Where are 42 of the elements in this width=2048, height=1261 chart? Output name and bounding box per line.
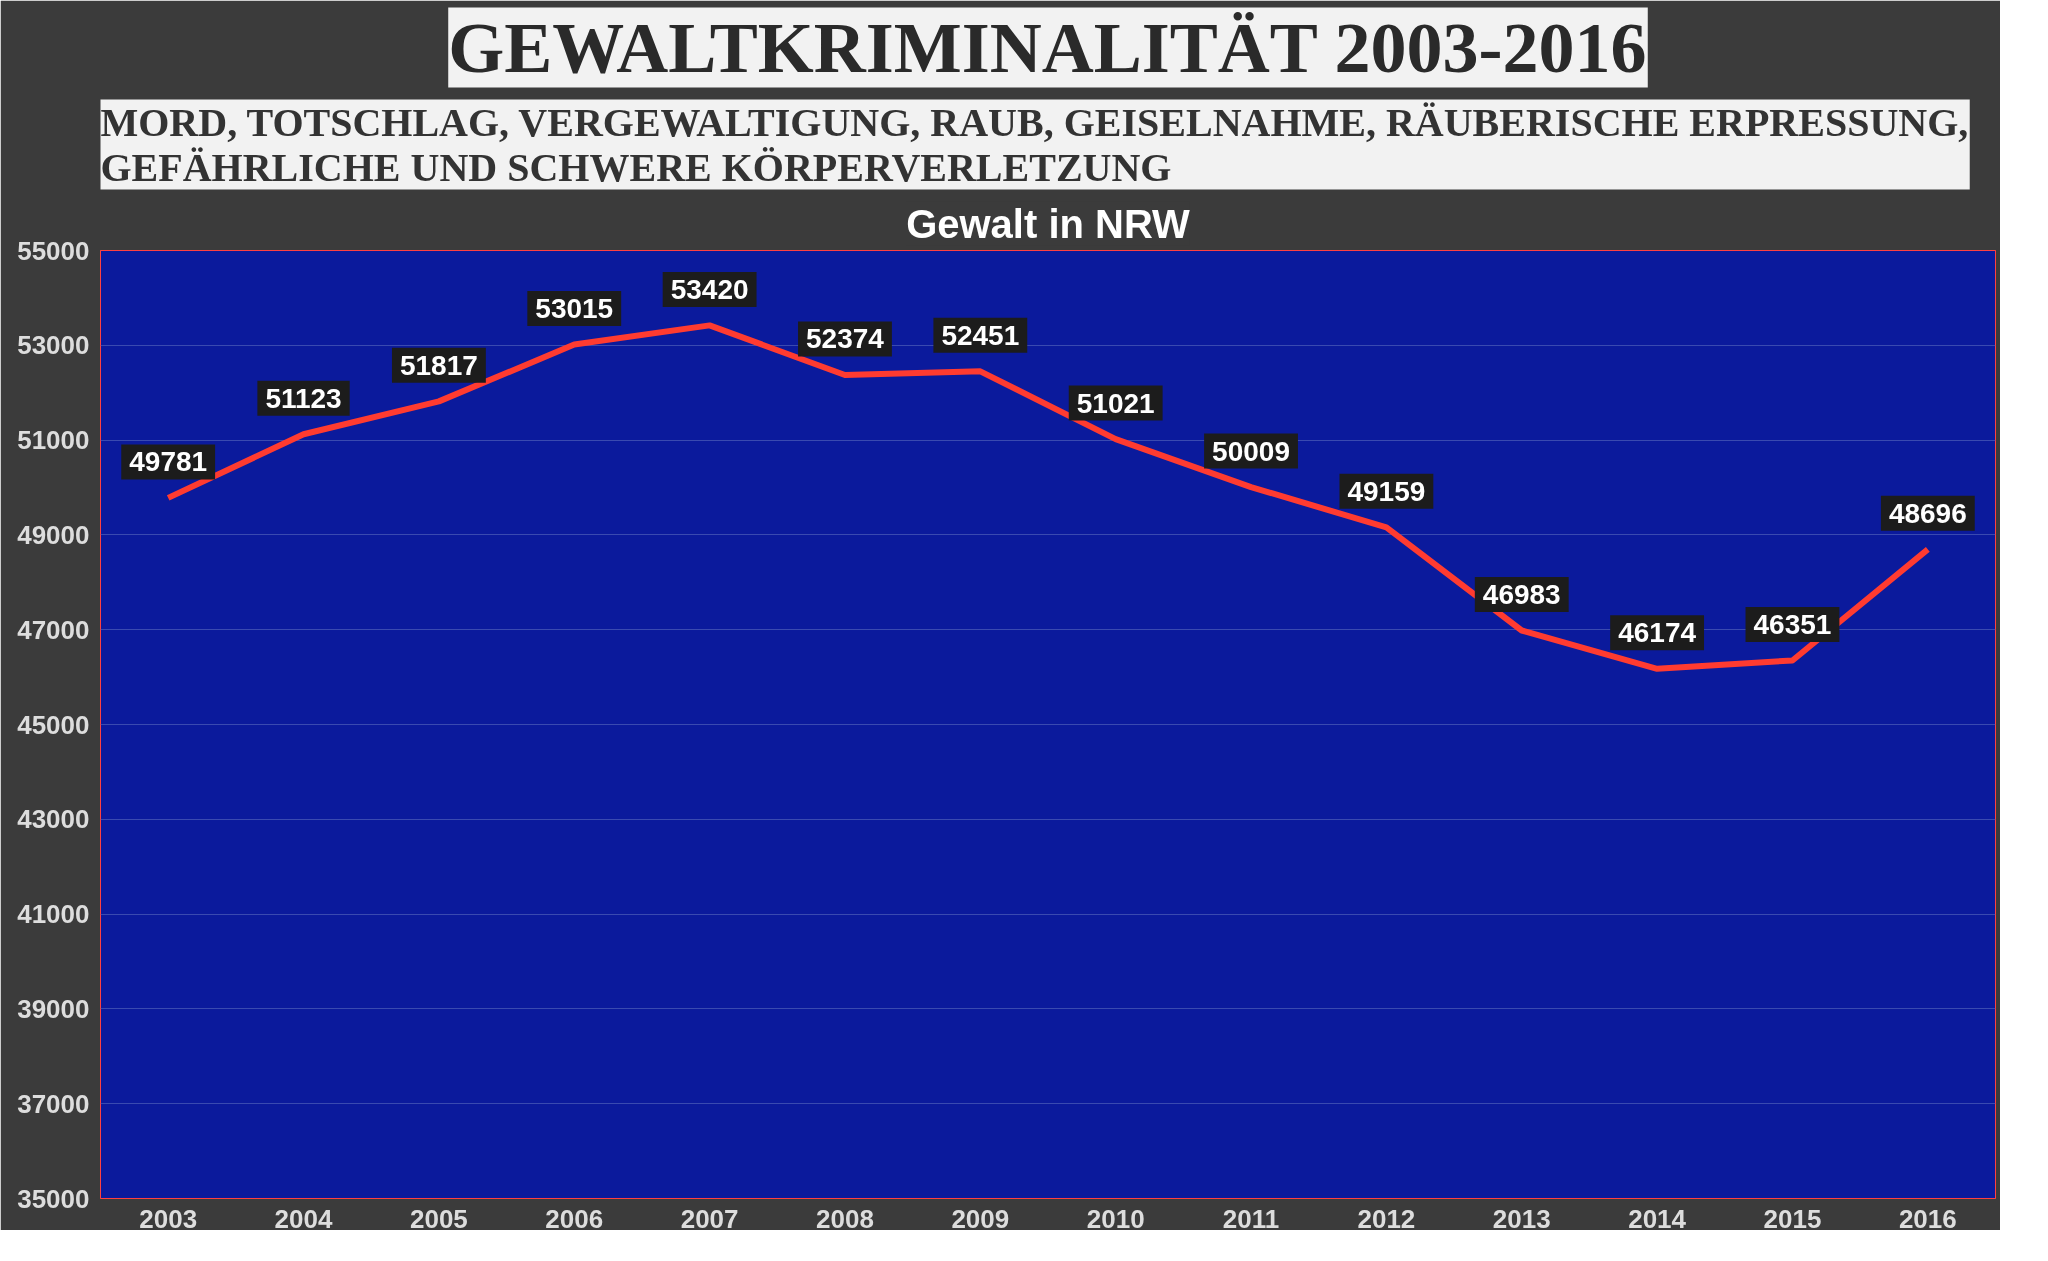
x-tick-label: 2009 <box>951 1203 1010 1234</box>
data-label: 51021 <box>1076 387 1155 419</box>
data-label: 51123 <box>265 382 342 414</box>
x-tick-label: 2011 <box>1222 1203 1280 1234</box>
x-tick-label: 2005 <box>409 1203 468 1234</box>
x-tick-label: 2003 <box>139 1203 198 1234</box>
data-label: 46351 <box>1753 608 1832 640</box>
x-tick-label: 2010 <box>1086 1203 1145 1234</box>
x-tick-label: 2004 <box>274 1203 333 1234</box>
x-tick-label: 2008 <box>816 1203 874 1234</box>
y-tick-label: 47000 <box>17 614 90 645</box>
y-tick-label: 37000 <box>17 1088 90 1119</box>
chart-title: GEWALTKRIMINALITÄT 2003-2016 <box>448 7 1647 88</box>
data-label: 49781 <box>129 446 208 478</box>
y-tick-label: 35000 <box>17 1183 90 1214</box>
x-tick-label: 2014 <box>1628 1203 1687 1234</box>
y-tick-label: 51000 <box>17 425 90 456</box>
data-label: 49159 <box>1347 475 1426 507</box>
data-label: 48696 <box>1888 497 1967 529</box>
data-label: 50009 <box>1212 435 1290 467</box>
data-label: 53420 <box>670 273 749 305</box>
data-label: 51817 <box>399 349 478 381</box>
data-label: 46174 <box>1618 617 1697 649</box>
x-tick-label: 2013 <box>1492 1203 1551 1234</box>
data-label: 52451 <box>941 319 1020 351</box>
data-label: 53015 <box>535 293 614 325</box>
y-tick-label: 43000 <box>17 804 90 835</box>
y-tick-label: 55000 <box>17 235 90 266</box>
data-label: 52374 <box>806 323 885 355</box>
x-tick-label: 2016 <box>1898 1203 1957 1234</box>
x-tick-label: 2015 <box>1763 1203 1822 1234</box>
x-tick-label: 2006 <box>545 1203 604 1234</box>
x-tick-label: 2012 <box>1357 1203 1416 1234</box>
y-tick-label: 41000 <box>17 899 90 930</box>
y-tick-label: 39000 <box>17 993 90 1024</box>
y-tick-label: 53000 <box>17 330 90 361</box>
y-tick-label: 45000 <box>17 709 90 740</box>
chart-subtitle: MORD, TOTSCHLAG, VERGEWALTIGUNG, RAUB, GEISELNAHME, RÄUBERISCHE ERPRESSUNG, GEFÄHRLICHE UND SCHWERE KÖRPERVERLETZUNG <box>100 99 1969 190</box>
y-tick-label: 49000 <box>17 519 90 550</box>
x-tick-label: 2007 <box>680 1203 739 1234</box>
text: Gewalt in NRW <box>906 201 1191 246</box>
data-label: 46983 <box>1482 579 1561 611</box>
